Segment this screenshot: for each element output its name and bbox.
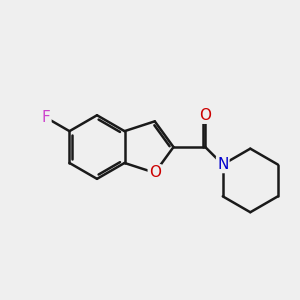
Text: O: O — [199, 108, 211, 123]
Text: O: O — [149, 165, 161, 180]
Text: F: F — [42, 110, 50, 125]
Text: N: N — [217, 157, 229, 172]
